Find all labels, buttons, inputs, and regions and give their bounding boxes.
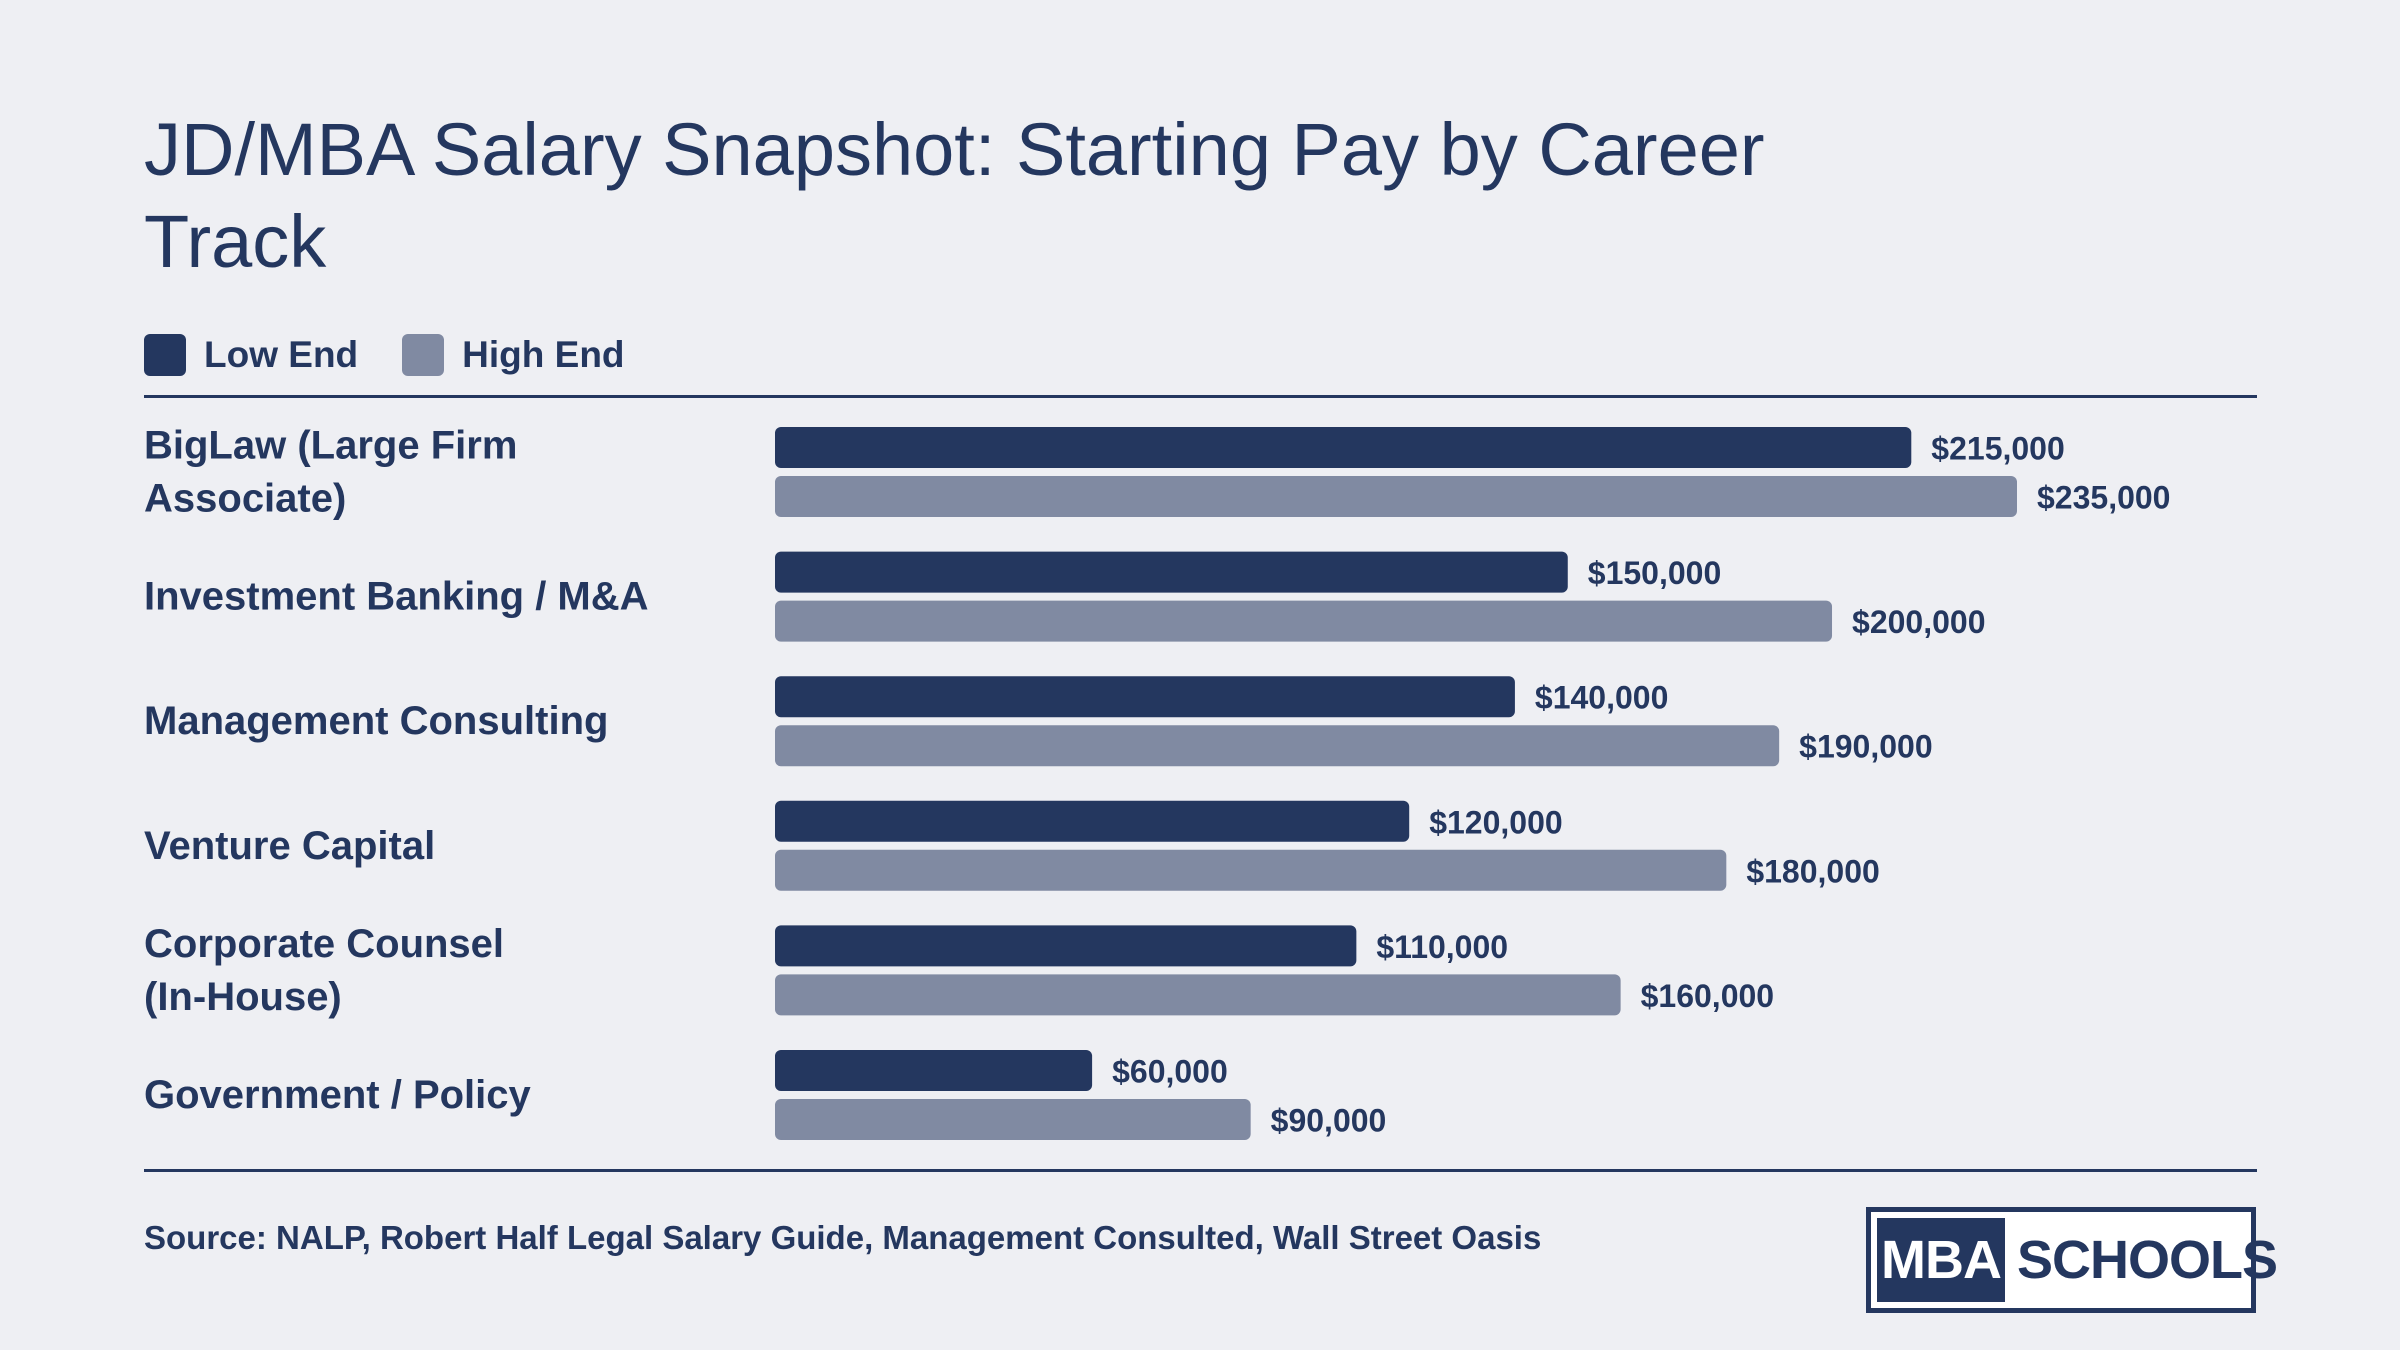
legend-label-low-end: Low End (204, 334, 359, 375)
bar-high-end (775, 974, 1621, 1016)
bar-low-end (775, 676, 1515, 718)
legend-swatch-low-end (144, 334, 186, 376)
data-label: $180,000 (1746, 853, 1879, 889)
data-label: $150,000 (1588, 555, 1721, 591)
category-label: Associate) (144, 477, 346, 521)
data-label: $120,000 (1429, 804, 1562, 840)
data-label: $215,000 (1931, 431, 2064, 467)
bar-high-end (775, 600, 1833, 642)
bar-low-end (775, 427, 1912, 468)
data-label: $90,000 (1271, 1103, 1387, 1139)
category-label: Government / Policy (144, 1073, 532, 1117)
category-label: BigLaw (Large Firm (144, 424, 517, 468)
logo-mba-text: MBA (1877, 1218, 2005, 1302)
bar-low-end (775, 925, 1357, 967)
bottom-divider (144, 1169, 2257, 1172)
mba-schools-logo: MBA SCHOOLS (1866, 1207, 2278, 1313)
data-label: $235,000 (2037, 480, 2170, 516)
data-label: $190,000 (1799, 729, 1932, 765)
logo-schools-text: SCHOOLS (2017, 1230, 2278, 1290)
bar-low-end (775, 800, 1410, 842)
legend-item-low-end: Low End (144, 334, 358, 376)
top-divider (144, 395, 2257, 398)
source-note: Source: NALP, Robert Half Legal Salary G… (144, 1219, 1542, 1256)
category-label: Investment Banking / M&A (144, 575, 649, 619)
bar-high-end (775, 1099, 1251, 1140)
bar-high-end (775, 476, 2017, 517)
data-label: $60,000 (1112, 1054, 1228, 1090)
data-label: $160,000 (1641, 978, 1774, 1014)
category-label: Management Consulting (144, 699, 608, 743)
legend-item-high-end: High End (402, 334, 625, 376)
data-label: $110,000 (1376, 929, 1508, 965)
category-label: Corporate Counsel (144, 922, 504, 966)
data-label: $140,000 (1535, 680, 1668, 716)
legend-swatch-high-end (402, 334, 445, 376)
legend-label-high-end: High End (462, 334, 625, 375)
bar-low-end (775, 1050, 1093, 1091)
bar-low-end (775, 551, 1568, 593)
chart-title: JD/MBA Salary Snapshot: Starting Pay by … (144, 108, 1765, 283)
bar-high-end (775, 849, 1727, 891)
category-label: (In-House) (144, 975, 342, 1019)
legend: Low End High End (144, 333, 669, 377)
bar-high-end (775, 725, 1780, 767)
data-label: $200,000 (1852, 604, 1985, 640)
category-label: Venture Capital (144, 824, 435, 868)
